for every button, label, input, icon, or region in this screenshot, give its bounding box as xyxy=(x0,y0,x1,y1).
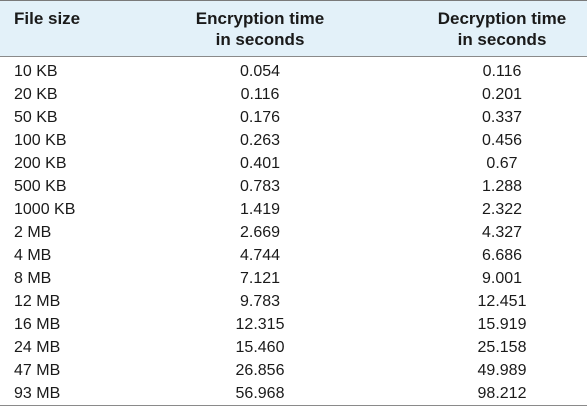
cell-file-size: 16 MB xyxy=(14,316,61,333)
cell-file-size: 24 MB xyxy=(14,339,61,356)
cell-encryption-time: 2.669 xyxy=(239,224,281,241)
cell-encryption-time: 0.054 xyxy=(239,63,281,80)
header-decryption-time-line1: Decryption time xyxy=(437,9,567,28)
header-encryption-time: Encryption time in seconds xyxy=(160,8,360,50)
cell-decryption-time: 4.327 xyxy=(481,224,523,241)
table-row: 16 MB 12.315 15.919 xyxy=(0,313,587,336)
cell-decryption-time: 49.989 xyxy=(477,362,527,379)
cell-file-size: 12 MB xyxy=(14,293,61,310)
cell-decryption-time: 15.919 xyxy=(477,316,527,333)
cell-file-size: 2 MB xyxy=(14,224,52,241)
cell-encryption-time: 12.315 xyxy=(235,316,285,333)
cell-encryption-time: 0.263 xyxy=(239,132,281,149)
header-rule xyxy=(0,56,587,57)
cell-encryption-time: 0.116 xyxy=(240,86,280,103)
cell-encryption-time: 0.401 xyxy=(239,155,281,172)
cell-decryption-time: 9.001 xyxy=(481,270,523,287)
cell-encryption-time: 15.460 xyxy=(235,339,285,356)
cell-decryption-time: 0.337 xyxy=(481,109,523,126)
cell-decryption-time: 0.67 xyxy=(486,155,518,172)
cell-decryption-time: 12.451 xyxy=(477,293,527,310)
table-body: 10 KB 0.054 0.116 20 KB 0.116 0.201 50 K… xyxy=(0,60,587,405)
cell-file-size: 8 MB xyxy=(14,270,52,287)
table-row: 24 MB 15.460 25.158 xyxy=(0,336,587,359)
header-encryption-time-line2: in seconds xyxy=(215,30,305,49)
cell-encryption-time: 0.783 xyxy=(239,178,281,195)
cell-file-size: 200 KB xyxy=(14,155,67,172)
table-row: 1000 KB 1.419 2.322 xyxy=(0,198,587,221)
table-row: 500 KB 0.783 1.288 xyxy=(0,175,587,198)
cell-decryption-time: 0.116 xyxy=(482,63,522,80)
cell-decryption-time: 1.288 xyxy=(481,178,523,195)
cell-file-size: 10 KB xyxy=(14,63,58,80)
table-row: 200 KB 0.401 0.67 xyxy=(0,152,587,175)
table-row: 20 KB 0.116 0.201 xyxy=(0,83,587,106)
table-row: 2 MB 2.669 4.327 xyxy=(0,221,587,244)
header-encryption-time-line1: Encryption time xyxy=(195,9,325,28)
table-row: 50 KB 0.176 0.337 xyxy=(0,106,587,129)
cell-encryption-time: 56.968 xyxy=(235,385,285,402)
cell-decryption-time: 0.456 xyxy=(481,132,523,149)
header-decryption-time-line2: in seconds xyxy=(457,30,547,49)
table-row: 12 MB 9.783 12.451 xyxy=(0,290,587,313)
table-row: 4 MB 4.744 6.686 xyxy=(0,244,587,267)
table-row: 8 MB 7.121 9.001 xyxy=(0,267,587,290)
cell-encryption-time: 7.121 xyxy=(239,270,281,287)
cell-file-size: 100 KB xyxy=(14,132,67,149)
cell-decryption-time: 25.158 xyxy=(477,339,527,356)
cell-file-size: 20 KB xyxy=(14,86,58,103)
table-row: 93 MB 56.968 98.212 xyxy=(0,382,587,405)
table-header: File size Encryption time in seconds Dec… xyxy=(0,0,587,57)
cell-decryption-time: 98.212 xyxy=(477,385,527,402)
cell-encryption-time: 4.744 xyxy=(239,247,281,264)
cell-file-size: 4 MB xyxy=(14,247,52,264)
table-row: 10 KB 0.054 0.116 xyxy=(0,60,587,83)
cell-file-size: 500 KB xyxy=(14,178,67,195)
cell-encryption-time: 26.856 xyxy=(235,362,285,379)
header-decryption-time: Decryption time in seconds xyxy=(402,8,587,50)
table-row: 47 MB 26.856 49.989 xyxy=(0,359,587,382)
header-file-size-line1: File size xyxy=(14,9,81,28)
cell-encryption-time: 0.176 xyxy=(239,109,281,126)
cell-encryption-time: 9.783 xyxy=(239,293,281,310)
cell-file-size: 93 MB xyxy=(14,385,61,402)
header-file-size: File size xyxy=(14,8,80,29)
cell-encryption-time: 1.419 xyxy=(239,201,281,218)
table-row: 100 KB 0.263 0.456 xyxy=(0,129,587,152)
cell-decryption-time: 6.686 xyxy=(481,247,523,264)
cell-decryption-time: 2.322 xyxy=(481,201,523,218)
bottom-rule xyxy=(0,405,587,406)
cell-file-size: 1000 KB xyxy=(14,201,76,218)
cell-file-size: 47 MB xyxy=(14,362,61,379)
cell-decryption-time: 0.201 xyxy=(481,86,523,103)
cell-file-size: 50 KB xyxy=(14,109,58,126)
